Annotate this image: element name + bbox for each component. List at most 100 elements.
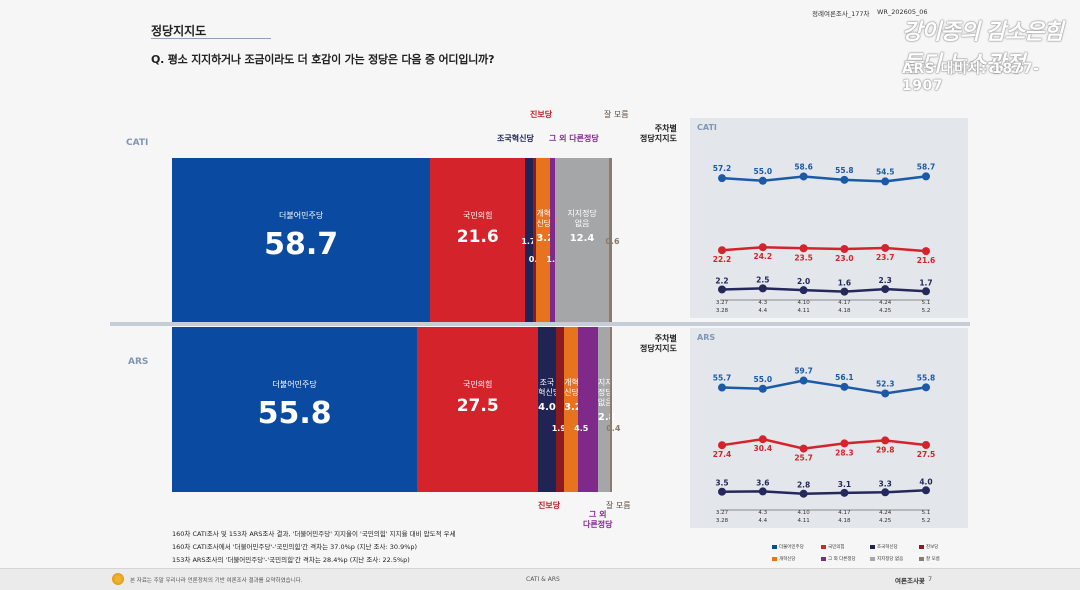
- trend-value-label: 55.0: [754, 375, 773, 384]
- trend-value-label: 24.2: [754, 252, 773, 261]
- trend-value-label: 2.5: [756, 275, 769, 284]
- trend-point: [922, 172, 930, 181]
- segment-value-others: 1.0: [546, 254, 561, 264]
- trend-line-series-2: [721, 489, 927, 495]
- page-title: 정당지지도: [151, 24, 207, 38]
- legend-item: 잘 모름: [919, 556, 940, 562]
- bar-segment-dem: 더불어민주당 55.8: [172, 327, 418, 492]
- segment-name-dem: 더불어민주당: [272, 379, 317, 389]
- trend-point: [922, 287, 930, 296]
- trend-value-label: 58.7: [917, 162, 936, 171]
- callout-others-cati: 그 외 다른정당: [549, 134, 599, 143]
- bar-segment-reform: 개혁 신당 3.2: [536, 158, 554, 323]
- segment-name-reform: 개혁 신당: [564, 377, 579, 397]
- trend-tick-label: 3.27: [716, 300, 729, 306]
- legend-label: 지지정당 없음: [877, 557, 904, 562]
- bar-segment-others: 4.5: [574, 327, 598, 492]
- survey-code-tag: WR_202605_06: [877, 8, 928, 16]
- trend-value-label: 2.3: [879, 276, 892, 285]
- trend-tick-label: 4.18: [838, 518, 851, 524]
- trend-mode-cati: CATI: [697, 123, 717, 132]
- trend-value-label: 4.0: [919, 477, 932, 486]
- segment-name-ppp: 국민의힘: [462, 379, 493, 389]
- footer-page: 7: [928, 575, 933, 583]
- trend-value-label: 2.8: [797, 481, 810, 490]
- trend-tick-label: 4.11: [797, 308, 809, 314]
- trend-tick-label: 4.11: [797, 518, 809, 524]
- footer-note: 본 자료는 주말 우리나라 언론정치의 기반 여론조사 결과를 요약하였습니다.: [130, 578, 303, 584]
- watermark-logo: 강이종의 감소은힘들디 뉴스광정 ARS 대비시: 1877-1907: [902, 14, 1072, 94]
- trend-line-series-1: [721, 437, 927, 450]
- legend-swatch: [919, 544, 924, 549]
- segment-name-rebuild: 조국 혁신당: [538, 377, 561, 397]
- trend-point: [758, 176, 767, 185]
- segment-value-progressive: 1.9: [551, 423, 566, 433]
- trend-tick-label: 4.10: [797, 510, 810, 516]
- segment-name-ppp: 국민의힘: [463, 210, 493, 220]
- trend-tick-label: 4.3: [758, 300, 767, 306]
- mode-label-cati: CATI: [126, 138, 149, 148]
- trend-point: [799, 172, 808, 181]
- legend-item: 개혁신당: [772, 556, 796, 562]
- trend-value-label: 56.1: [835, 373, 854, 382]
- trend-point: [922, 441, 930, 449]
- segment-name-none: 지지 정당 없음: [597, 377, 613, 407]
- callout-rebuild-cati: 조국혁신당: [497, 134, 534, 143]
- trend-title-cati: 주차별 정당지지도: [640, 124, 677, 143]
- segment-value-dontknow: 0.4: [606, 423, 621, 433]
- legend-item: 그 외 다른정당: [821, 556, 856, 562]
- bar-segment-rebuild: 1.7: [521, 158, 535, 323]
- segment-value-rebuild: 1.7: [521, 236, 536, 246]
- trend-tick-label: 3.27: [716, 510, 729, 516]
- trend-point: [758, 384, 767, 393]
- bar-segment-none: 지지정당 없음 12.4: [554, 158, 610, 323]
- segment-name-dem: 더불어민주당: [279, 210, 324, 220]
- legend-item: 더불어민주당: [772, 544, 804, 550]
- trend-point: [840, 382, 849, 391]
- note-1: 160차 CATI조사 및 153차 ARS조사 결과, '더불어민주당' 지지…: [172, 530, 456, 538]
- legend-label: 그 외 다른정당: [828, 557, 856, 562]
- legend-swatch: [870, 556, 875, 561]
- bar-segment-dontknow: 0.6: [605, 158, 620, 323]
- trend-point: [881, 436, 890, 445]
- trend-point: [799, 376, 808, 385]
- trend-value-label: 55.7: [713, 374, 732, 383]
- segment-name-none: 지지정당 없음: [567, 208, 597, 228]
- trend-point: [718, 383, 726, 392]
- trend-point: [799, 244, 808, 253]
- trend-value-label: 58.6: [794, 162, 813, 171]
- legend-label: 더불어민주당: [779, 545, 804, 550]
- segment-name-reform: 개혁 신당: [536, 208, 552, 228]
- legend-swatch: [870, 544, 875, 549]
- trend-tick-label: 4.25: [879, 308, 892, 314]
- trend-line-series-1: [721, 245, 927, 253]
- legend-label: 조국혁신당: [877, 545, 898, 550]
- note-3: 153차 ARS조사의 '더불어민주당'-'국민의힘'간 격차는 28.4%p …: [172, 556, 410, 564]
- legend-swatch: [821, 556, 826, 561]
- legend-item: 조국혁신당: [870, 544, 898, 550]
- trend-point: [718, 285, 726, 294]
- segment-value-progressive: 0.8: [529, 255, 543, 264]
- trend-line-series-0: [721, 175, 927, 183]
- trend-tick-label: 3.28: [716, 308, 729, 314]
- trend-tick-label: 4.17: [838, 300, 851, 306]
- trend-point: [840, 439, 849, 448]
- trend-point: [718, 174, 726, 183]
- trend-point: [840, 175, 849, 184]
- trend-value-label: 23.7: [876, 253, 895, 262]
- trend-value-label: 3.5: [715, 479, 728, 488]
- trend-point: [922, 486, 930, 495]
- bar-segment-ppp: 국민의힘 27.5: [417, 327, 539, 492]
- survey-round-tag: 정례여론조사_177차: [812, 10, 870, 18]
- trend-mode-ars: ARS: [697, 333, 716, 342]
- trend-tick-label: 4.24: [879, 300, 892, 306]
- trend-value-label: 55.8: [835, 166, 854, 175]
- trend-value-label: 27.5: [917, 450, 936, 459]
- trend-tick-label: 4.24: [879, 510, 892, 516]
- trend-value-label: 21.6: [917, 256, 936, 265]
- bar-segment-dontknow: 0.4: [606, 327, 620, 492]
- footer-center: CATI & ARS: [526, 576, 560, 583]
- trend-title-ars: 주차별 정당지지도: [640, 334, 677, 353]
- trend-tick-label: 4.4: [758, 518, 767, 524]
